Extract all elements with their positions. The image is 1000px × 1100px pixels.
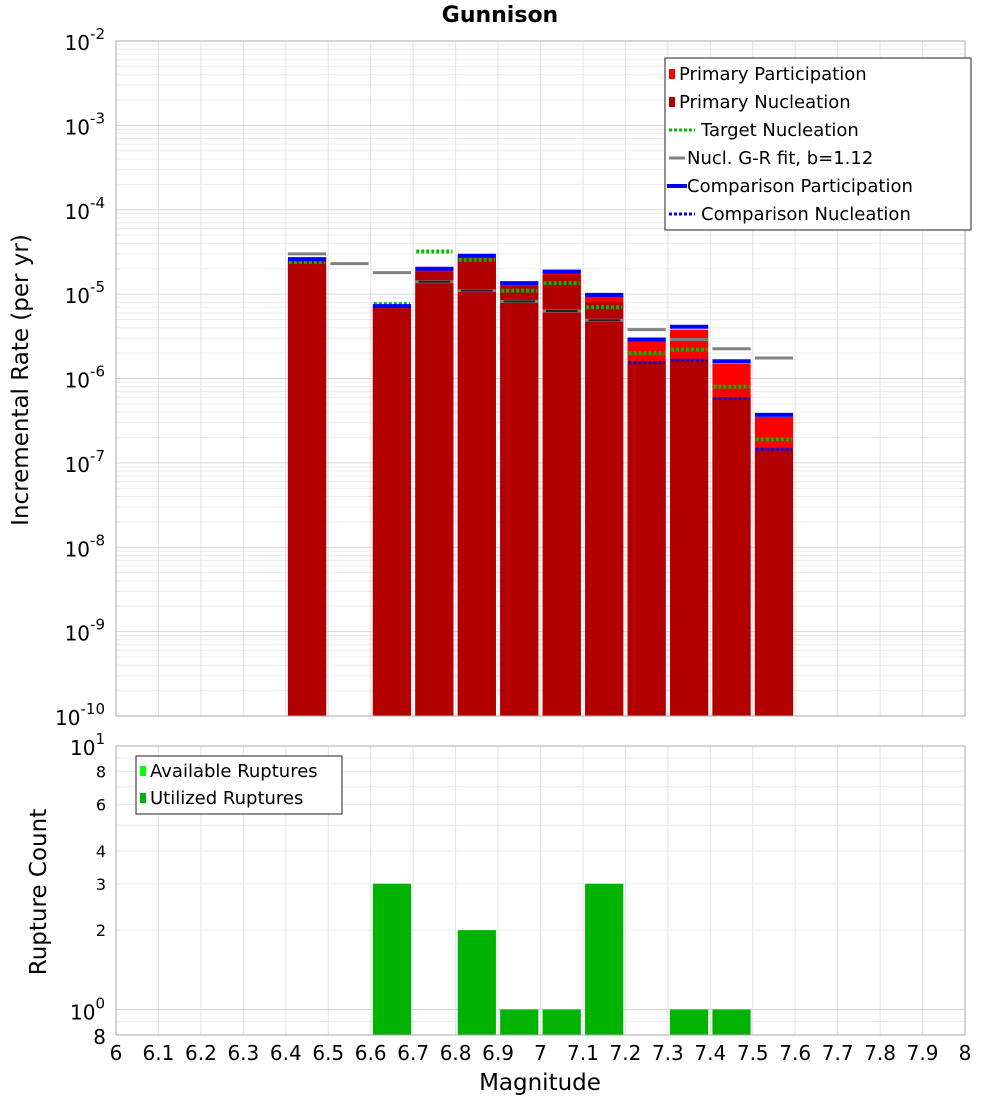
nucleation-bar [457, 258, 496, 716]
bottom-y-tick-label: 101 [70, 730, 105, 760]
top-y-tick-label: 10-7 [65, 447, 105, 477]
x-tick-label: 7.6 [779, 1041, 811, 1065]
x-tick-label: 7.5 [737, 1041, 769, 1065]
top-y-axis-label: Incremental Rate (per yr) [8, 234, 34, 526]
incremental-rate-plot: 10-2 10-3 10-4 10-5 10-6 10-7 10-8 10-9 10-10 Pri… [55, 25, 972, 730]
utilized-ruptures-bar [585, 883, 624, 1035]
nucleation-bar [754, 448, 794, 716]
x-tick-label: 6.4 [270, 1041, 302, 1065]
x-tick-label: 7.3 [652, 1041, 684, 1065]
nucleation-bar [712, 397, 751, 716]
legend-swatch [140, 766, 146, 776]
legend-entry-label: Comparison Participation [687, 176, 913, 197]
nucleation-bar [669, 359, 709, 716]
bottom-y-tick-label: 4 [96, 842, 106, 861]
bottom-legend: Available Ruptures Utilized Ruptures [135, 755, 343, 815]
x-tick-label: 6.2 [185, 1041, 217, 1065]
x-tick-label: 7.4 [694, 1041, 726, 1065]
top-y-tick-label: 10-4 [65, 194, 105, 224]
nucleation-bar [627, 361, 666, 716]
top-y-tick-label: 10-3 [65, 109, 105, 139]
legend-swatch [669, 97, 675, 107]
bottom-y-axis-label: Rupture Count [26, 809, 52, 975]
x-tick-label: 6 [110, 1041, 123, 1065]
top-y-tick-label: 10-10 [55, 700, 105, 730]
bottom-y-tick-label: 100 [70, 994, 105, 1024]
top-y-tick-label: 10-5 [65, 278, 105, 308]
top-y-tick-label: 10-8 [65, 531, 105, 561]
utilized-ruptures-bar [712, 1009, 751, 1035]
bottom-y-tick-label: 8 [93, 1025, 106, 1049]
legend-swatch [140, 793, 146, 803]
nucleation-bar [415, 271, 454, 716]
bottom-y-tick-label: 8 [96, 763, 106, 782]
legend-entry-label: Utilized Ruptures [150, 788, 303, 809]
top-legend-box [664, 57, 972, 231]
chart-title: Gunnison [442, 3, 558, 28]
x-tick-label: 6.9 [482, 1041, 514, 1065]
legend-entry-label: Primary Participation [679, 64, 867, 85]
utilized-ruptures-bar [542, 1009, 581, 1035]
x-tick-label: 7.9 [907, 1041, 939, 1065]
bottom-plot-frame [115, 745, 966, 1036]
nucleation-bar [542, 274, 581, 716]
legend-swatch [669, 69, 675, 79]
top-y-tick-label: 10-6 [65, 363, 105, 393]
bottom-y-tick-label: 3 [96, 875, 106, 894]
nucleation-bar [287, 260, 327, 716]
bottom-legend-box [135, 755, 343, 815]
legend-entry-label: Target Nucleation [700, 120, 859, 141]
legend-entry-label: Available Ruptures [150, 761, 318, 782]
x-tick-label: 6.7 [397, 1041, 429, 1065]
x-tick-label: 8 [959, 1041, 972, 1065]
utilized-ruptures-bar [669, 1009, 709, 1035]
x-tick-label: 6.1 [143, 1041, 175, 1065]
utilized-ruptures-bar [500, 1009, 539, 1035]
bottom-y-tick-label: 2 [96, 921, 106, 940]
utilized-ruptures-bar [372, 883, 412, 1035]
legend-entry-label: Comparison Nucleation [701, 204, 911, 225]
nucleation-bar [585, 302, 624, 716]
legend-entry-label: Nucl. G-R fit, b=1.12 [687, 148, 873, 169]
top-legend: Primary Participation Primary Nucleation T… [664, 57, 972, 231]
top-y-tick-label: 10-2 [65, 25, 105, 55]
x-tick-label: 7.7 [822, 1041, 854, 1065]
bottom-y-tick-label: 6 [96, 795, 106, 814]
x-tick-label: 6.6 [355, 1041, 387, 1065]
top-plot-frame [115, 40, 966, 717]
x-tick-label: 6.3 [227, 1041, 259, 1065]
legend-entry-label: Primary Nucleation [679, 92, 851, 113]
x-axis-label: Magnitude [479, 1070, 601, 1096]
x-tick-label: 7 [534, 1041, 547, 1065]
x-tick-label: 7.2 [609, 1041, 641, 1065]
nucleation-bar [372, 308, 412, 716]
x-tick-label: 7.8 [864, 1041, 896, 1065]
x-tick-label: 6.5 [312, 1041, 344, 1065]
x-tick-label: 7.1 [567, 1041, 599, 1065]
x-tick-label: 6.8 [440, 1041, 472, 1065]
top-y-tick-label: 10-9 [65, 616, 105, 646]
nucleation-bar [500, 285, 539, 716]
utilized-ruptures-bar [457, 930, 496, 1035]
